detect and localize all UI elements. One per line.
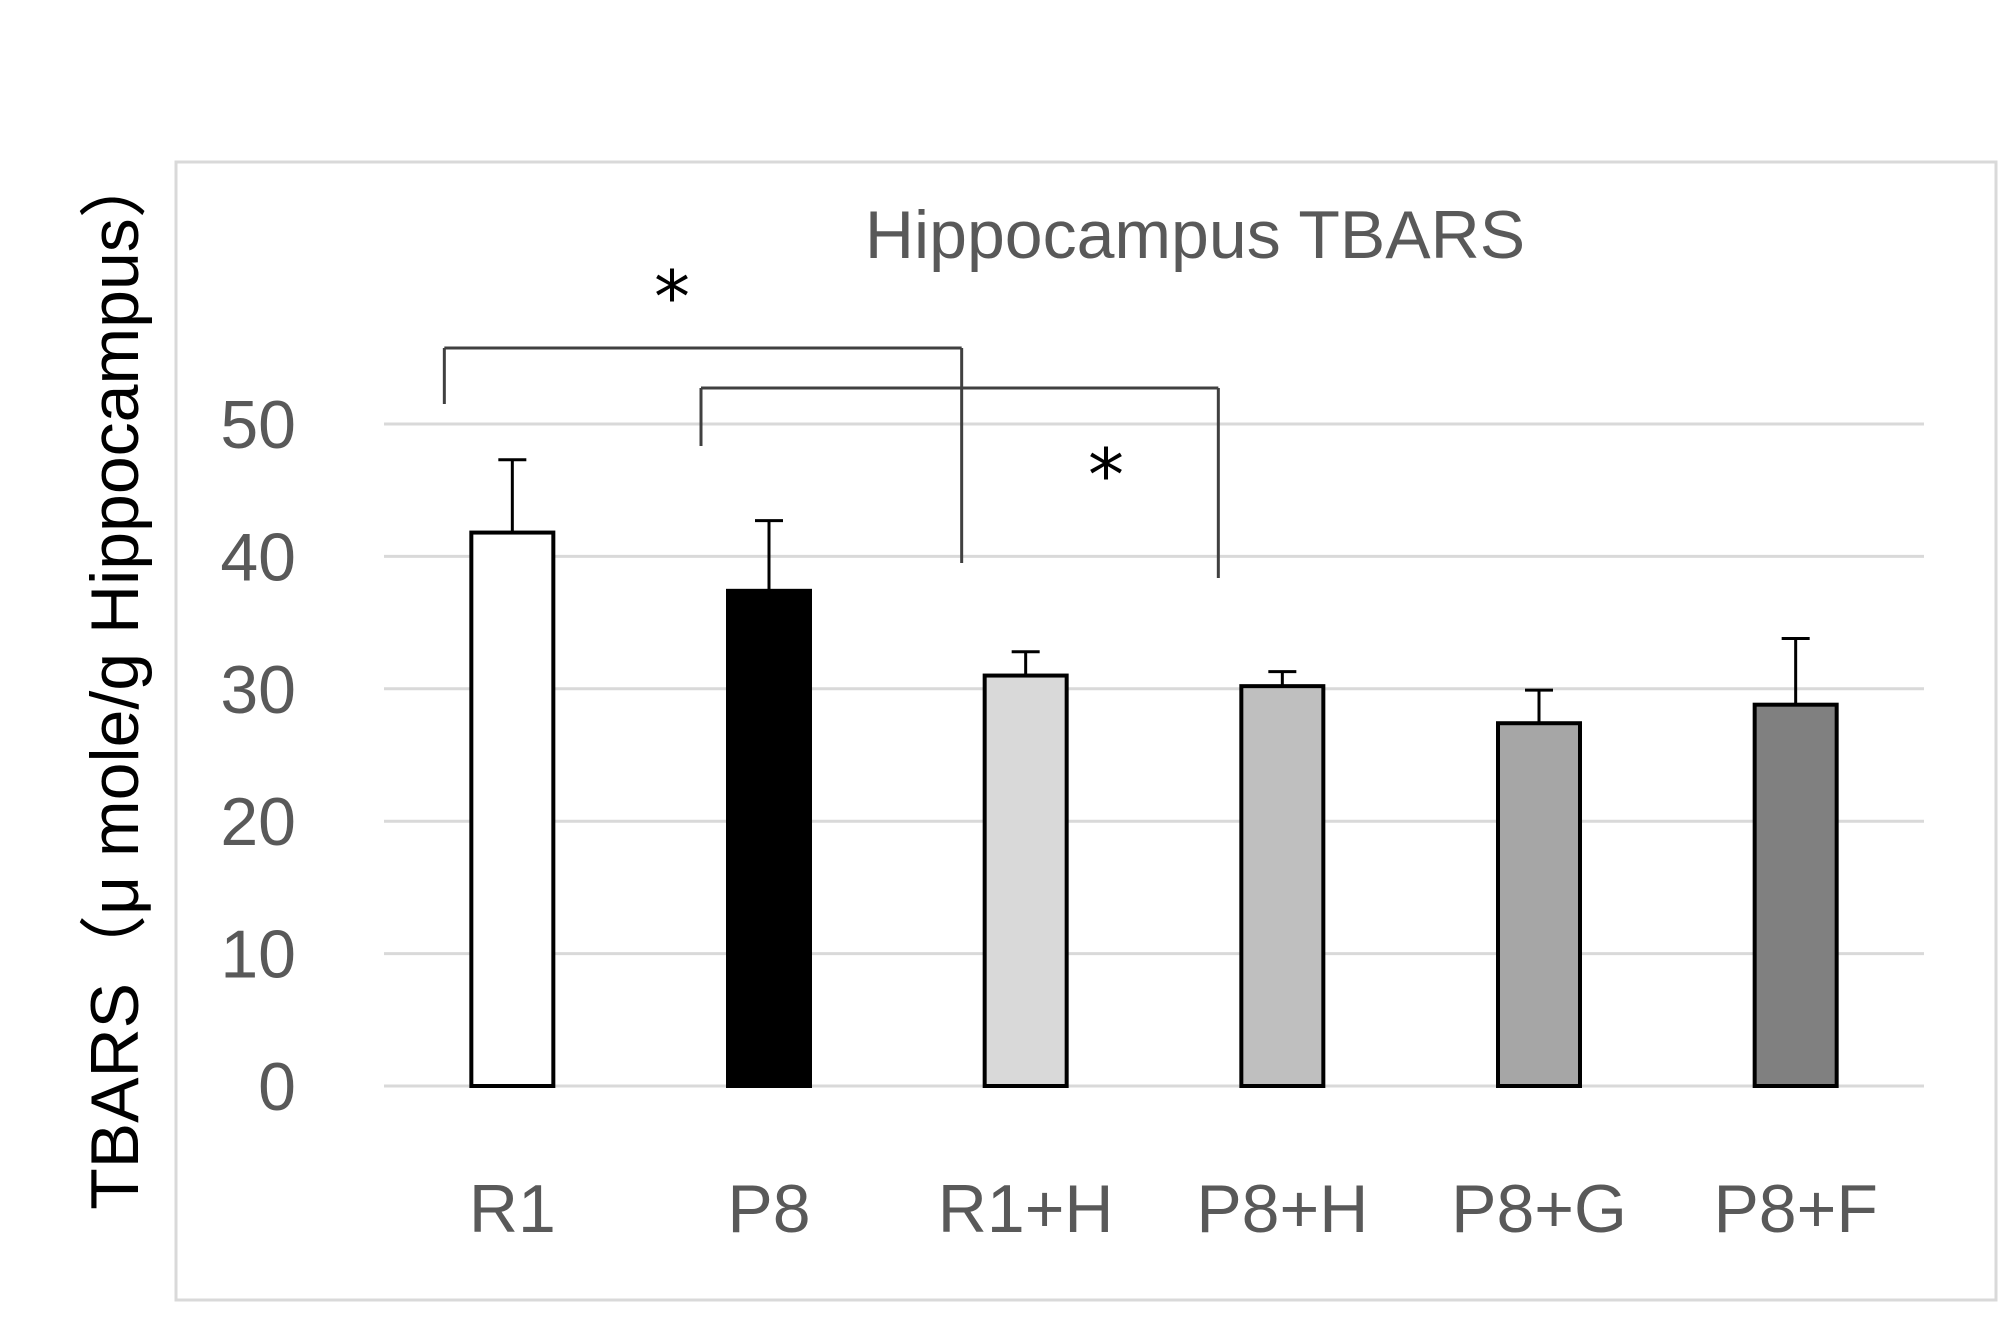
x-tick-label: P8+F — [1713, 1171, 1877, 1247]
y-tick-label: 0 — [258, 1049, 296, 1125]
y-tick-label: 40 — [220, 519, 296, 595]
y-axis-label: TBARS（μ mole/g Hippocampus） — [77, 150, 153, 1210]
bar — [982, 673, 1069, 1088]
x-tick-label: P8 — [727, 1171, 810, 1247]
bar — [469, 530, 556, 1088]
bar — [1239, 684, 1326, 1088]
bar — [1496, 721, 1582, 1088]
x-tick-label: R1 — [469, 1171, 556, 1247]
significance-brackets: ** — [442, 255, 1220, 578]
x-tick-label: P8+H — [1196, 1171, 1368, 1247]
gridlines — [384, 422, 1924, 1088]
chart-title: Hippocampus TBARS — [865, 197, 1525, 273]
x-tick-labels: R1 P8 R1+H P8+H P8+G P8+F — [469, 1171, 1878, 1247]
y-tick-labels: 0 10 20 30 40 50 — [220, 387, 296, 1125]
y-tick-label: 50 — [220, 387, 296, 463]
x-tick-label: P8+G — [1451, 1171, 1627, 1247]
y-tick-label: 20 — [220, 784, 296, 860]
bars — [469, 458, 1839, 1088]
bar — [726, 588, 812, 1088]
significance-star: * — [654, 255, 690, 339]
y-tick-label: 30 — [220, 652, 296, 728]
significance-star: * — [1088, 433, 1124, 517]
y-tick-label: 10 — [220, 917, 296, 993]
chart-area-border — [174, 160, 1998, 1302]
x-tick-label: R1+H — [938, 1171, 1114, 1247]
bar — [1752, 702, 1839, 1088]
